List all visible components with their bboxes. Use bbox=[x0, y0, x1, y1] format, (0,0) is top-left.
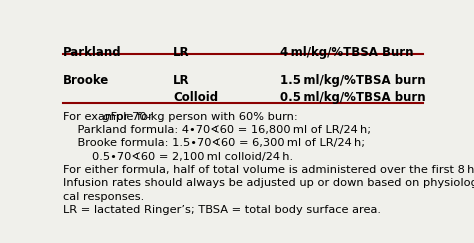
Text: Colloid: Colloid bbox=[173, 91, 218, 104]
Text: For either formula, half of total volume is administered over the first 8 h.: For either formula, half of total volume… bbox=[63, 165, 474, 175]
Text: For example for: For example for bbox=[63, 112, 156, 122]
Text: Brooke: Brooke bbox=[63, 74, 109, 87]
Text: Parkland: Parkland bbox=[63, 46, 121, 59]
Text: 1.5 ml/kg/%TBSA burn: 1.5 ml/kg/%TBSA burn bbox=[280, 74, 425, 87]
Text: Brooke formula: 1.5•70∢60 = 6,300 ml of LR/24 h;: Brooke formula: 1.5•70∢60 = 6,300 ml of … bbox=[63, 139, 365, 148]
Text: g.: g. bbox=[102, 112, 113, 122]
Text: LR: LR bbox=[173, 74, 190, 87]
Text: LR = lactated Ringer’s; TBSA = total body surface area.: LR = lactated Ringer’s; TBSA = total bod… bbox=[63, 205, 381, 215]
Text: cal responses.: cal responses. bbox=[63, 191, 144, 202]
Text: 0.5•70∢60 = 2,100 ml colloid/24 h.: 0.5•70∢60 = 2,100 ml colloid/24 h. bbox=[63, 152, 293, 162]
Text: LR: LR bbox=[173, 46, 190, 59]
Text: Infusion rates should always be adjusted up or down based on physiologi-: Infusion rates should always be adjusted… bbox=[63, 178, 474, 188]
Text: 0.5 ml/kg/%TBSA burn: 0.5 ml/kg/%TBSA burn bbox=[280, 91, 425, 104]
Text: 4 ml/kg/%TBSA Burn: 4 ml/kg/%TBSA Burn bbox=[280, 46, 413, 59]
Text: For 70-kg person with 60% burn:: For 70-kg person with 60% burn: bbox=[107, 112, 298, 122]
Text: Parkland formula: 4•70∢60 = 16,800 ml of LR/24 h;: Parkland formula: 4•70∢60 = 16,800 ml of… bbox=[63, 125, 371, 135]
